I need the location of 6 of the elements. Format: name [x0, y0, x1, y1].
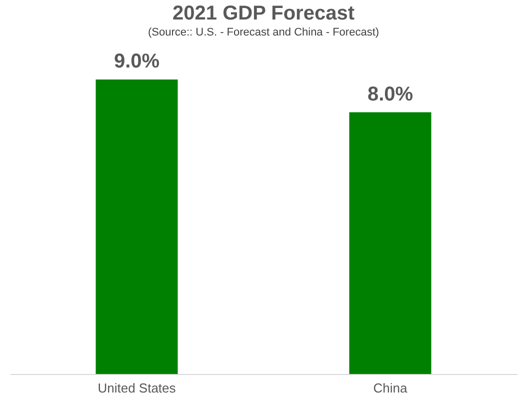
- chart-subtitle: (Source:: U.S. - Forecast and China - Forecast): [148, 26, 380, 39]
- data-label: 9.0%: [114, 50, 160, 73]
- data-label: 8.0%: [367, 83, 414, 106]
- x-tick-label: China: [373, 380, 408, 396]
- x-tick-label: United States: [98, 380, 176, 396]
- chart-title: 2021 GDP Forecast: [172, 2, 355, 25]
